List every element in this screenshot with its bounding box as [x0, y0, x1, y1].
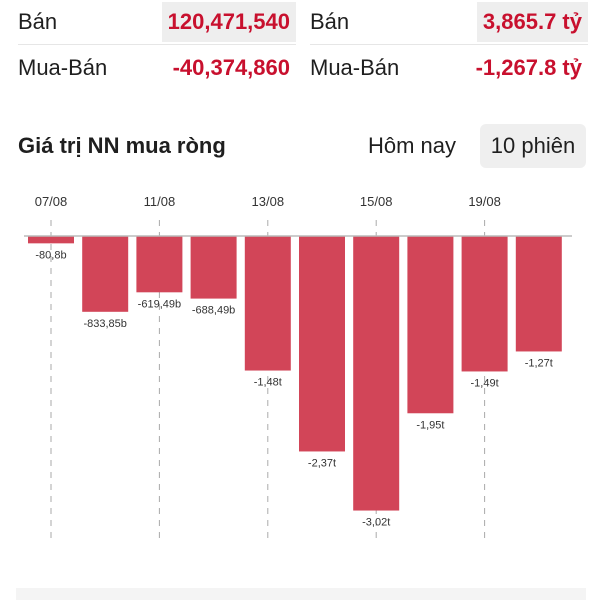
tab-today[interactable]: Hôm nay [367, 133, 457, 158]
x-tick-label: 11/08 [144, 194, 176, 209]
bar-data-label: -1,27t [525, 357, 553, 369]
bar-data-label: -80,8b [35, 249, 66, 261]
bar-data-label: -1,95t [416, 419, 444, 431]
left-net-value: -40,374,860 [172, 55, 290, 80]
bar [28, 236, 74, 244]
left-divider [18, 44, 296, 45]
bar [136, 236, 183, 293]
left-sell-label: Bán [18, 9, 58, 34]
bar [299, 236, 345, 452]
bar [461, 236, 508, 372]
right-net-label: Mua-Bán [310, 55, 400, 80]
bar-data-label: -2,37t [308, 457, 336, 469]
bar-data-label: -1,49t [471, 377, 499, 389]
right-net-row: Mua-Bán -1,267.8 tỷ [310, 48, 588, 88]
bar-data-label: -1,48t [254, 377, 282, 389]
bar-data-label: -688,49b [192, 305, 235, 317]
stats-panel: Bán 120,471,540 Mua-Bán -40,374,860 Bán … [0, 0, 600, 92]
left-net-label: Mua-Bán [18, 55, 108, 80]
right-sell-label: Bán [310, 9, 350, 34]
right-net-value: -1,267.8 tỷ [475, 55, 582, 80]
section-title: Giá trị NN mua ròng [18, 133, 226, 158]
bar [407, 236, 454, 414]
x-tick-label: 15/08 [360, 194, 393, 209]
bar-data-label: -619,49b [138, 298, 181, 310]
bar [244, 236, 291, 371]
bar-data-label: -833,85b [83, 318, 126, 330]
bar-data-label: -3,02t [362, 517, 390, 529]
tab-10-sessions[interactable]: 10 phiên [480, 124, 586, 168]
x-tick-label: 13/08 [252, 194, 285, 209]
right-divider [310, 44, 588, 45]
x-tick-label: 19/08 [468, 194, 501, 209]
net-buy-chart: 07/08 11/08 13/08 15/08 19/08-80,8b-833,85b-… [24, 194, 572, 540]
right-sell-row: Bán 3,865.7 tỷ [310, 2, 588, 42]
bar [82, 236, 129, 312]
left-sell-value: 120,471,540 [161, 2, 296, 42]
bar [515, 236, 562, 352]
footer-strip [16, 588, 586, 600]
left-net-row: Mua-Bán -40,374,860 [18, 48, 296, 88]
bar [353, 236, 400, 511]
bar [190, 236, 237, 299]
right-sell-value: 3,865.7 tỷ [476, 2, 588, 42]
left-sell-row: Bán 120,471,540 [18, 2, 296, 42]
x-tick-label: 07/08 [35, 194, 68, 209]
